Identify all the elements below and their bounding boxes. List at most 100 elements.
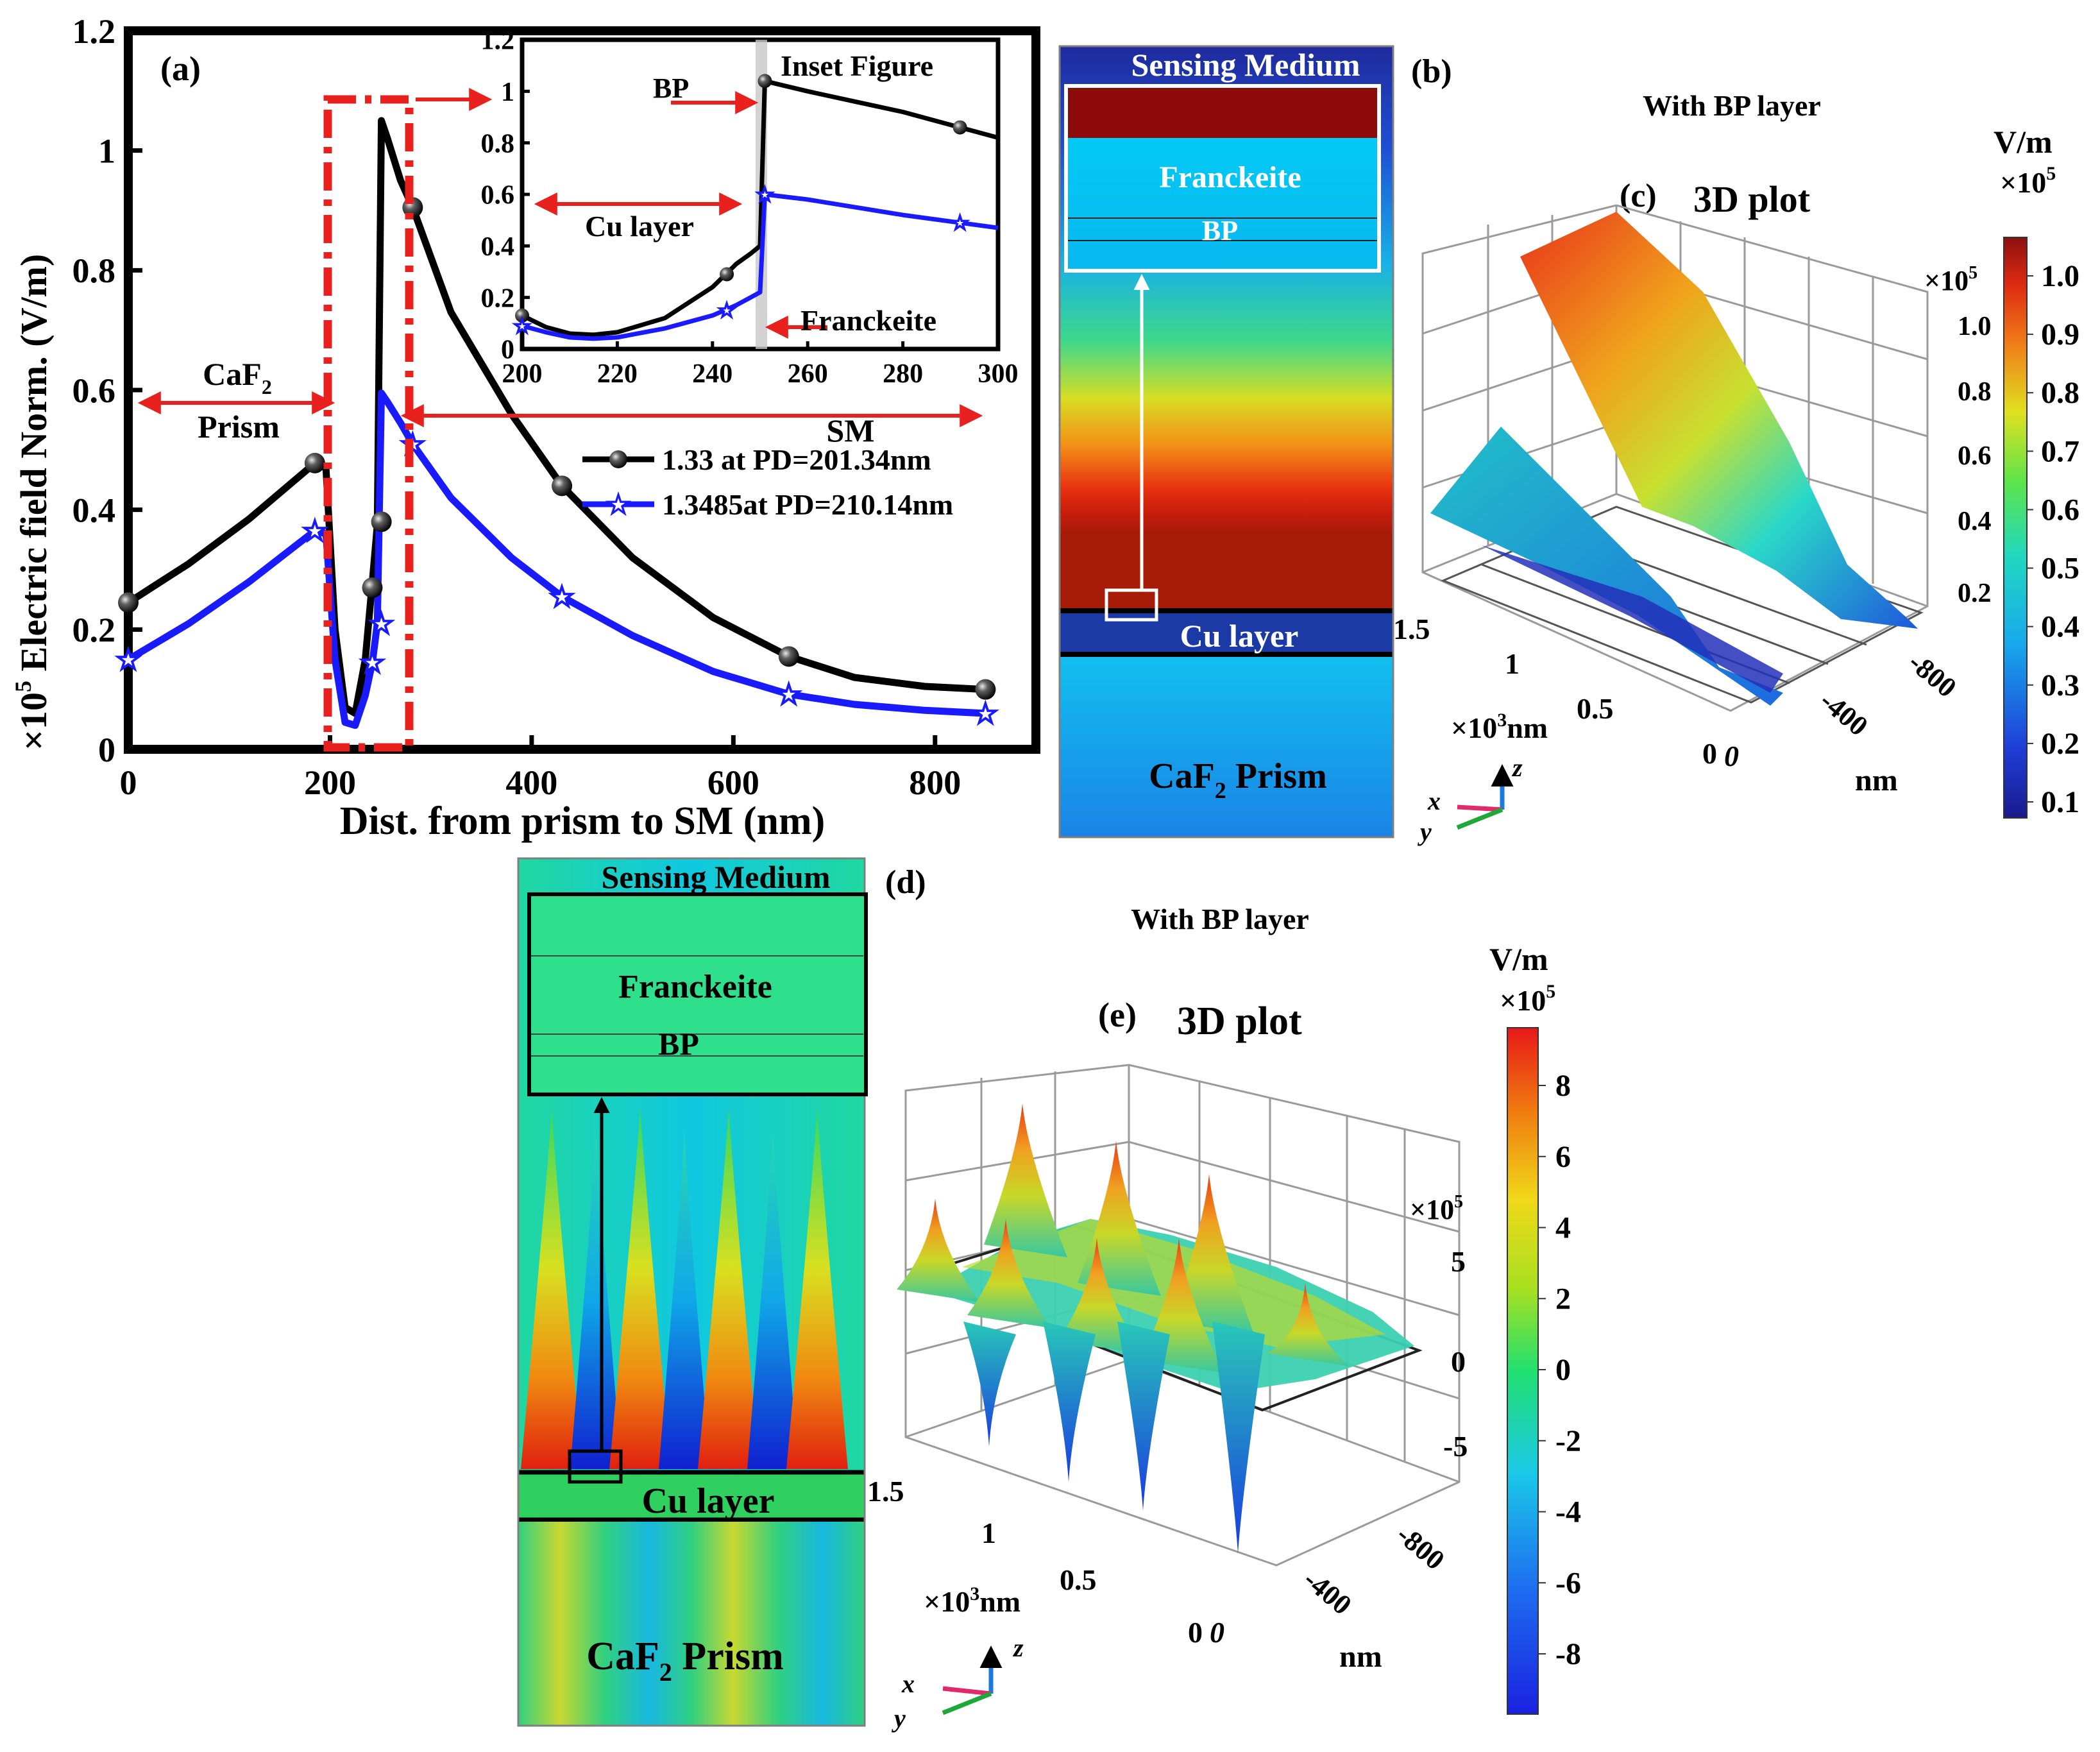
panel-e-z-tick: 0 <box>1451 1345 1466 1378</box>
panel-c-zscale: ×105 <box>1924 263 1977 296</box>
panel-c-x-tick: 1.5 <box>1393 613 1430 645</box>
field-lobe-positive <box>698 1103 759 1469</box>
panel-e-colorbar-ticks: 8 6 4 2 0 -2 -4 -6 -8 <box>1538 1069 1581 1671</box>
panel-c-y-tick: 0 <box>1724 740 1739 772</box>
y-tick-label: 0.8 <box>481 129 515 158</box>
panel-e-colorbar <box>1507 1027 1539 1715</box>
field-lobe-positive <box>609 1103 671 1469</box>
x-tick-label: 300 <box>978 359 1019 389</box>
panel-d-zoom-box <box>527 892 868 1096</box>
panel-c-x-unit: ×103nm <box>1451 710 1548 744</box>
series-2-marker: ★ <box>369 609 393 638</box>
inset-title: Inset Figure <box>781 49 933 82</box>
colorbar-tick-label: -6 <box>1555 1566 1581 1600</box>
x-tick-label: 200 <box>304 763 356 802</box>
panel-c-main-surface <box>1520 212 1918 629</box>
panel-b-cu-band <box>1060 609 1393 656</box>
panel-d-sample-box <box>568 1449 623 1484</box>
panel-d-frankeite: Franckeite <box>618 969 772 1005</box>
surface-peak <box>1078 1141 1161 1296</box>
series-1-marker <box>362 577 383 598</box>
field-lobe-positive <box>521 1103 582 1469</box>
series-2-marker: ★ <box>952 214 969 234</box>
series-2-marker: ★ <box>303 516 326 546</box>
panel-b-frame <box>1058 45 1394 838</box>
panel-a-xlabel: Dist. from prism to SM (nm) <box>340 799 826 843</box>
series-1-marker <box>778 646 799 667</box>
x-tick-label: 220 <box>597 359 638 389</box>
series-1-marker <box>304 452 325 473</box>
inset-series <box>521 78 999 341</box>
panel-c-z-tick: 0.2 <box>1958 579 1992 608</box>
prism-region-label: CaF2 <box>203 356 272 398</box>
y-tick-label: 0.6 <box>72 371 116 410</box>
inset-frankeite-label: Franckeite <box>800 304 936 337</box>
panel-b-prism-region <box>1060 657 1393 837</box>
inset-ticks: 200 220 240 260 280 300 0 0.2 0.4 0.6 0.8 1 1.2 <box>481 26 1019 389</box>
colorbar-tick-label: -4 <box>1555 1495 1581 1529</box>
series-2-marker: ★ <box>974 699 997 728</box>
panel-d-sensing-medium: Sensing Medium <box>601 859 830 895</box>
panel-e-unit: V/m <box>1489 941 1548 977</box>
panel-e-z-tick: -5 <box>1443 1430 1468 1463</box>
surface-peak <box>1267 1283 1350 1366</box>
panel-e-y-tick: -400 <box>1298 1563 1357 1620</box>
panel-d-frame <box>517 857 866 1727</box>
x-tick-label: 200 <box>502 359 543 389</box>
surface-peak <box>984 1103 1067 1257</box>
prism-region-label-2: Prism <box>198 409 280 445</box>
panel-e-y-unit: nm <box>1339 1640 1382 1674</box>
colorbar-tick-label: 0.9 <box>2041 318 2079 352</box>
panel-e-with-bp: With BP layer <box>1131 903 1309 935</box>
y-tick-label: 1.2 <box>72 12 116 51</box>
panel-c-x-tick: 0 <box>1702 737 1717 770</box>
panel-e-y-tick: 0 <box>1210 1616 1224 1649</box>
panel-e-x-unit: ×103nm <box>924 1583 1020 1618</box>
panel-d-field-map: Sensing Medium Franckeite BP Cu layer Ca… <box>517 857 926 1727</box>
panel-c-scale: ×105 <box>2000 163 2056 199</box>
svg-text:y: y <box>892 1704 906 1733</box>
panel-e-title: 3D plot <box>1177 999 1302 1043</box>
panel-a-markers: ★ ★ ★ ★ ★ ★ ★ ★ <box>115 197 998 729</box>
x-tick-label: 400 <box>505 763 557 802</box>
y-tick-label: 0.2 <box>72 611 116 649</box>
series-2-marker: ★ <box>116 645 140 674</box>
svg-text:x: x <box>901 1669 915 1698</box>
inset-bp-label: BP <box>653 72 689 104</box>
field-lobe-negative <box>747 1129 799 1469</box>
series-2-marker: ★ <box>718 302 735 321</box>
field-lobe-negative <box>570 1129 622 1469</box>
panel-d-prism-region <box>518 1522 865 1726</box>
panel-c-z-tick: 0.4 <box>1958 507 1992 536</box>
series-2-marker: ★ <box>777 680 800 710</box>
panel-c-x-tick: 0.5 <box>1577 692 1614 725</box>
panel-d-cu-band <box>518 1472 865 1520</box>
x-tick-label: 240 <box>692 359 732 389</box>
legend-series-2: 1.3485at PD=210.14nm <box>662 488 953 521</box>
panel-c-z-tick: 0.8 <box>1958 377 1992 407</box>
panel-e-label: (e) <box>1098 996 1137 1034</box>
series-1-marker <box>975 679 996 700</box>
panel-c-colorbar <box>2003 237 2028 819</box>
panel-c-z-tick: 0.6 <box>1958 441 1992 471</box>
colorbar-tick-label: 0.7 <box>2041 434 2079 468</box>
panel-b-prism: CaF2 Prism <box>1149 756 1327 803</box>
panel-c-colorbar-ticks: 1.0 0.9 0.8 0.7 0.6 0.5 0.4 0.3 0.2 0.1 <box>2027 259 2079 819</box>
colorbar-tick-label: 0.5 <box>2041 552 2079 586</box>
panel-c-z-tick: 1.0 <box>1958 312 1992 341</box>
sm-region-label: SM <box>827 412 875 448</box>
series-1-marker <box>720 267 734 282</box>
panel-d-label: (d) <box>885 864 926 901</box>
y-tick-label: 1.2 <box>481 26 515 56</box>
colorbar-tick-label: 4 <box>1555 1211 1571 1245</box>
panel-e-3d-plot: With BP layer (e) 3D plot ×105 5 <box>867 903 1581 1733</box>
panel-d-field-stripes <box>521 1103 848 1469</box>
colorbar-tick-label: 0.8 <box>2041 376 2079 410</box>
panel-e-y-tick: -800 <box>1391 1518 1450 1576</box>
colorbar-tick-label: 0.1 <box>2041 785 2079 819</box>
panel-c-unit: V/m <box>1994 124 2053 160</box>
series-2-marker: ★ <box>360 648 384 677</box>
